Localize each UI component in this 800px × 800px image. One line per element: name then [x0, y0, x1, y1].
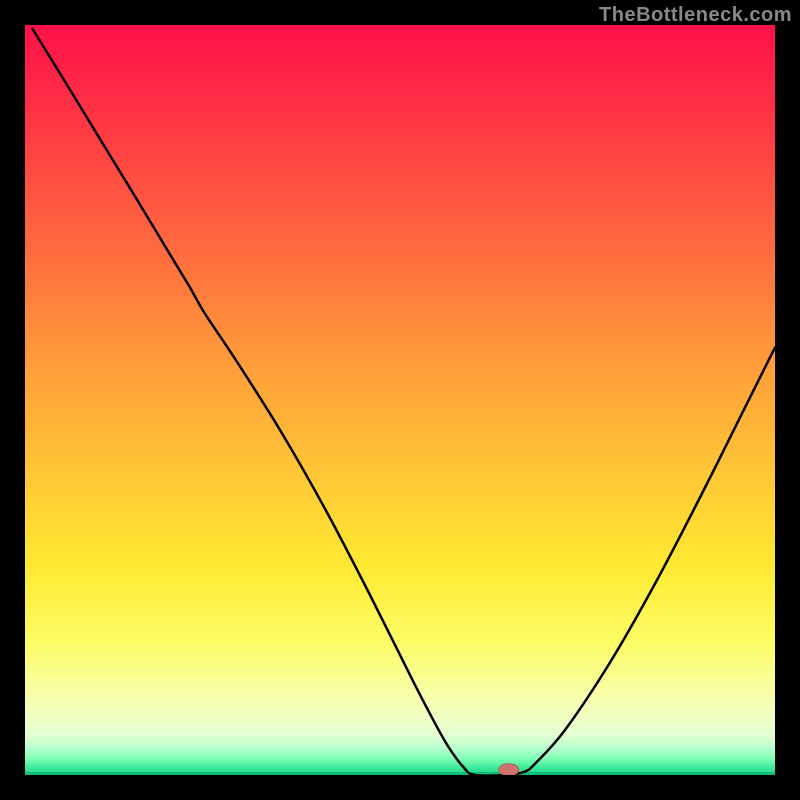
watermark-text: TheBottleneck.com: [599, 4, 792, 27]
optimal-marker: [499, 764, 519, 775]
chart-background: [25, 25, 775, 775]
bottleneck-chart: [25, 25, 775, 775]
chart-frame: TheBottleneck.com: [0, 0, 800, 800]
